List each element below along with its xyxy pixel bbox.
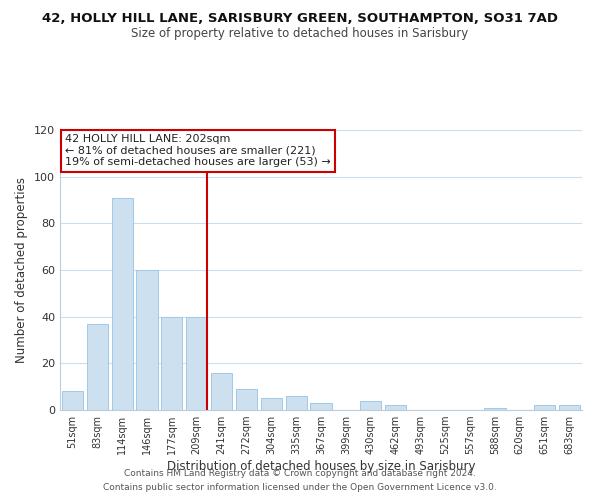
Text: Contains public sector information licensed under the Open Government Licence v3: Contains public sector information licen… [103,484,497,492]
Bar [211,372,232,410]
Bar [112,198,133,410]
Bar [186,316,207,410]
Text: 42 HOLLY HILL LANE: 202sqm
← 81% of detached houses are smaller (221)
19% of sem: 42 HOLLY HILL LANE: 202sqm ← 81% of deta… [65,134,331,168]
Text: Contains HM Land Registry data © Crown copyright and database right 2024.: Contains HM Land Registry data © Crown c… [124,468,476,477]
Bar [310,403,332,410]
Y-axis label: Number of detached properties: Number of detached properties [16,177,28,363]
Text: Size of property relative to detached houses in Sarisbury: Size of property relative to detached ho… [131,28,469,40]
Bar [360,400,381,410]
Bar [62,392,83,410]
Bar [534,406,555,410]
Bar [136,270,158,410]
Bar [87,324,108,410]
Bar [484,408,506,410]
Text: 42, HOLLY HILL LANE, SARISBURY GREEN, SOUTHAMPTON, SO31 7AD: 42, HOLLY HILL LANE, SARISBURY GREEN, SO… [42,12,558,26]
Bar [559,406,580,410]
X-axis label: Distribution of detached houses by size in Sarisbury: Distribution of detached houses by size … [167,460,475,473]
Bar [385,406,406,410]
Bar [236,389,257,410]
Bar [286,396,307,410]
Bar [261,398,282,410]
Bar [161,316,182,410]
